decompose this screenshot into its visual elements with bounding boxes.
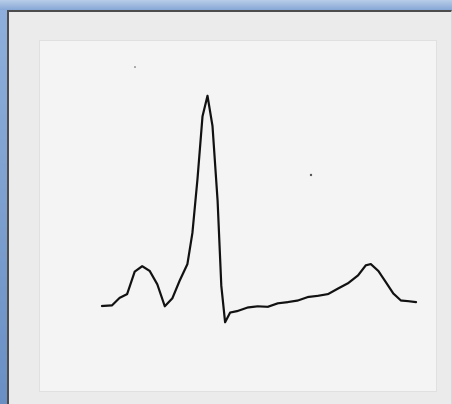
ecg-waveform-canvas — [100, 66, 418, 324]
window-client-area — [7, 10, 452, 404]
ecg-trace-line — [100, 94, 418, 324]
ecg-plot-panel — [39, 40, 437, 392]
dust-speck — [309, 173, 313, 177]
window-title-bar[interactable] — [0, 0, 452, 10]
dust-speck — [134, 66, 136, 68]
